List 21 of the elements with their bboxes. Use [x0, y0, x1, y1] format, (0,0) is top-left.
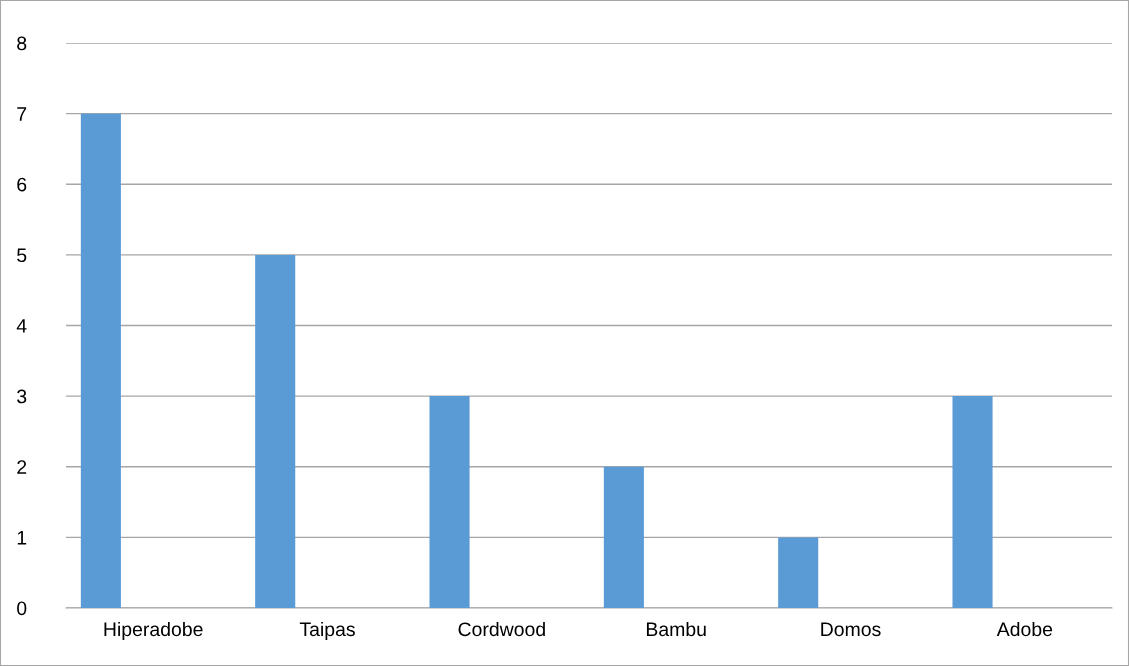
x-tick-label: Adobe	[996, 621, 1053, 637]
y-tick-label: 8	[17, 36, 27, 51]
y-tick-label: 4	[16, 319, 27, 333]
bar	[80, 113, 121, 608]
x-tick-label: Hiperadobe	[104, 621, 203, 641]
y-tick-label: 6	[17, 177, 27, 192]
x-tick-label: Taipas	[299, 621, 355, 641]
y-tick-label: 0	[17, 601, 27, 616]
y-tick-label: 1	[17, 531, 27, 545]
y-tick-label: 7	[17, 107, 27, 121]
x-tick-label: Bambu	[646, 621, 706, 637]
y-tick-label: 3	[17, 389, 27, 404]
y-tick-label: 5	[17, 248, 27, 263]
x-tick-label: Cordwood	[458, 621, 545, 637]
bar	[255, 254, 296, 608]
y-tick-label: 2	[17, 460, 27, 474]
bar	[603, 466, 644, 608]
x-tick-label: Domos	[821, 622, 881, 637]
bar	[778, 537, 819, 608]
bar	[952, 396, 993, 608]
bar	[429, 396, 470, 608]
